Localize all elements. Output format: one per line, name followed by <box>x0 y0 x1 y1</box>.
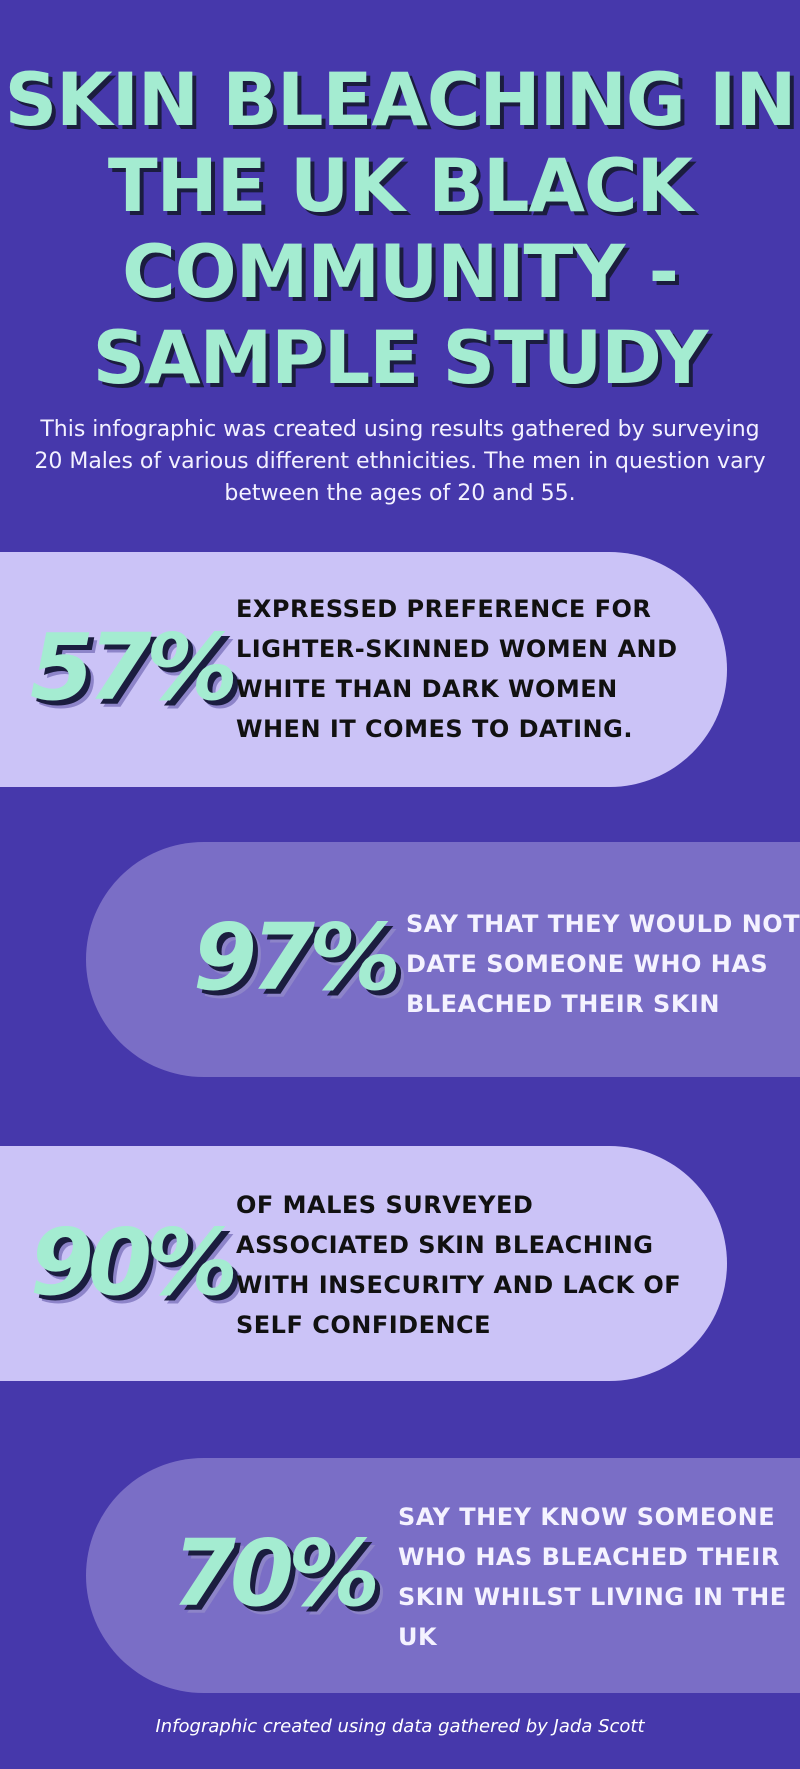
stat-3-line-4: SELF CONFIDENCE <box>236 1311 492 1339</box>
stat-value-3: 90% <box>30 1209 238 1316</box>
stat-4-line-4: UK <box>398 1623 438 1651</box>
stat-1-line-3: WHITE THAN DARK WOMEN <box>236 675 618 703</box>
stat-1-line-1: EXPRESSED PREFERENCE FOR <box>236 595 652 623</box>
stat-3-line-3: WITH INSECURITY AND LACK OF <box>236 1271 682 1299</box>
stat-4-line-1: SAY THEY KNOW SOMEONE <box>398 1503 776 1531</box>
stat-value-1: 57% <box>30 614 238 721</box>
footer-credit: Infographic created using data gathered … <box>155 1716 645 1737</box>
stat-card-3 <box>0 1146 727 1381</box>
stat-description-4: SAY THEY KNOW SOMEONE WHO HAS BLEACHED T… <box>398 1497 787 1657</box>
stat-value-2: 97% <box>193 904 401 1011</box>
stat-description-3: OF MALES SURVEYED ASSOCIATED SKIN BLEACH… <box>236 1185 681 1345</box>
stat-2-line-3: BLEACHED THEIR SKIN <box>406 990 720 1018</box>
stat-4-line-3: SKIN WHILST LIVING IN THE <box>398 1583 787 1611</box>
stat-description-1: EXPRESSED PREFERENCE FOR LIGHTER-SKINNED… <box>236 589 678 749</box>
stat-card-4 <box>86 1458 800 1693</box>
stat-value-4: 70% <box>172 1520 380 1627</box>
stat-card-2 <box>86 842 800 1077</box>
stat-4-line-2: WHO HAS BLEACHED THEIR <box>398 1543 780 1571</box>
stat-2-line-1: SAY THAT THEY WOULD NOT <box>406 910 800 938</box>
stat-description-2: SAY THAT THEY WOULD NOT DATE SOMEONE WHO… <box>406 904 800 1024</box>
intro-text: This infographic was created using resul… <box>34 417 766 506</box>
stat-card-1 <box>0 552 727 787</box>
stat-3-line-1: OF MALES SURVEYED <box>236 1191 534 1219</box>
page-title: SKIN BLEACHING IN THE UK BLACK COMMUNITY… <box>4 58 797 401</box>
stat-3-line-2: ASSOCIATED SKIN BLEACHING <box>236 1231 654 1259</box>
stat-2-line-2: DATE SOMEONE WHO HAS <box>406 950 769 978</box>
stat-1-line-2: LIGHTER-SKINNED WOMEN AND <box>236 635 678 663</box>
stat-1-line-4: WHEN IT COMES TO DATING. <box>236 715 633 743</box>
